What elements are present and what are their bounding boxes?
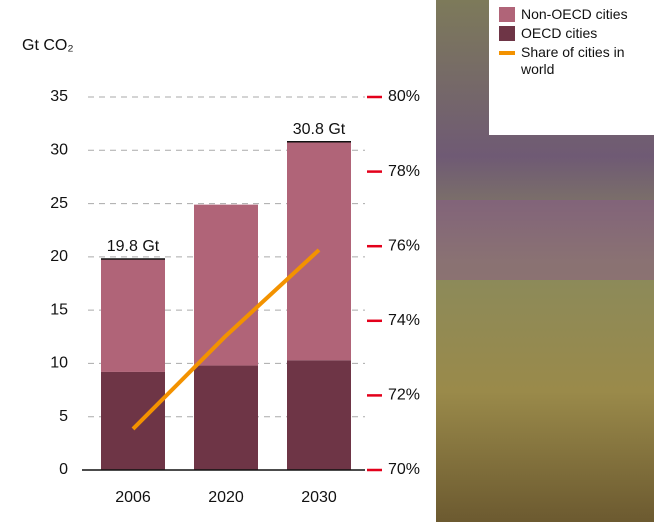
x-tick-label: 2020	[208, 489, 244, 506]
share-line	[131, 248, 321, 431]
heather	[436, 200, 654, 280]
legend-item: OECD cities	[499, 25, 648, 42]
legend-label: Non-OECD cities	[521, 6, 628, 22]
x-tick-label: 2006	[115, 489, 151, 506]
legend-label: Share of cities in world	[521, 44, 625, 77]
y2-tick-label: 80%	[388, 88, 420, 105]
y2-tick-label: 78%	[388, 163, 420, 180]
legend-label: OECD cities	[521, 25, 598, 41]
y2-tick-label: 76%	[388, 237, 420, 254]
y-tick-label: 25	[50, 195, 68, 212]
bar-segment	[194, 204, 258, 366]
y-tick-label: 10	[50, 355, 68, 372]
legend-swatch	[499, 51, 515, 55]
bar-segment	[101, 371, 165, 470]
total-label: 30.8 Gt	[293, 121, 346, 138]
y-tick-label: 35	[50, 88, 68, 105]
legend-item: Non-OECD cities	[499, 6, 648, 23]
total-label: 19.8 Gt	[107, 238, 160, 255]
y2-tick-label: 70%	[388, 461, 420, 478]
y-tick-label: 5	[59, 408, 68, 425]
bar-segment	[194, 365, 258, 470]
y2-tick-label: 74%	[388, 312, 420, 329]
legend-item: Share of cities in world	[499, 44, 648, 78]
y-tick-label: 30	[50, 142, 68, 159]
y-tick-label: 15	[50, 301, 68, 318]
bar-segment	[101, 258, 165, 372]
y-tick-label: 0	[59, 461, 68, 478]
legend-swatch	[499, 7, 515, 22]
x-tick-label: 2030	[301, 489, 337, 506]
legend-swatch	[499, 26, 515, 41]
bar-segment	[287, 360, 351, 470]
y-axis-label: Gt CO₂	[22, 37, 74, 54]
y-tick-label: 20	[50, 248, 68, 265]
y2-tick-label: 72%	[388, 387, 420, 404]
legend: Non-OECD cities OECD cities Share of citie…	[489, 0, 654, 135]
